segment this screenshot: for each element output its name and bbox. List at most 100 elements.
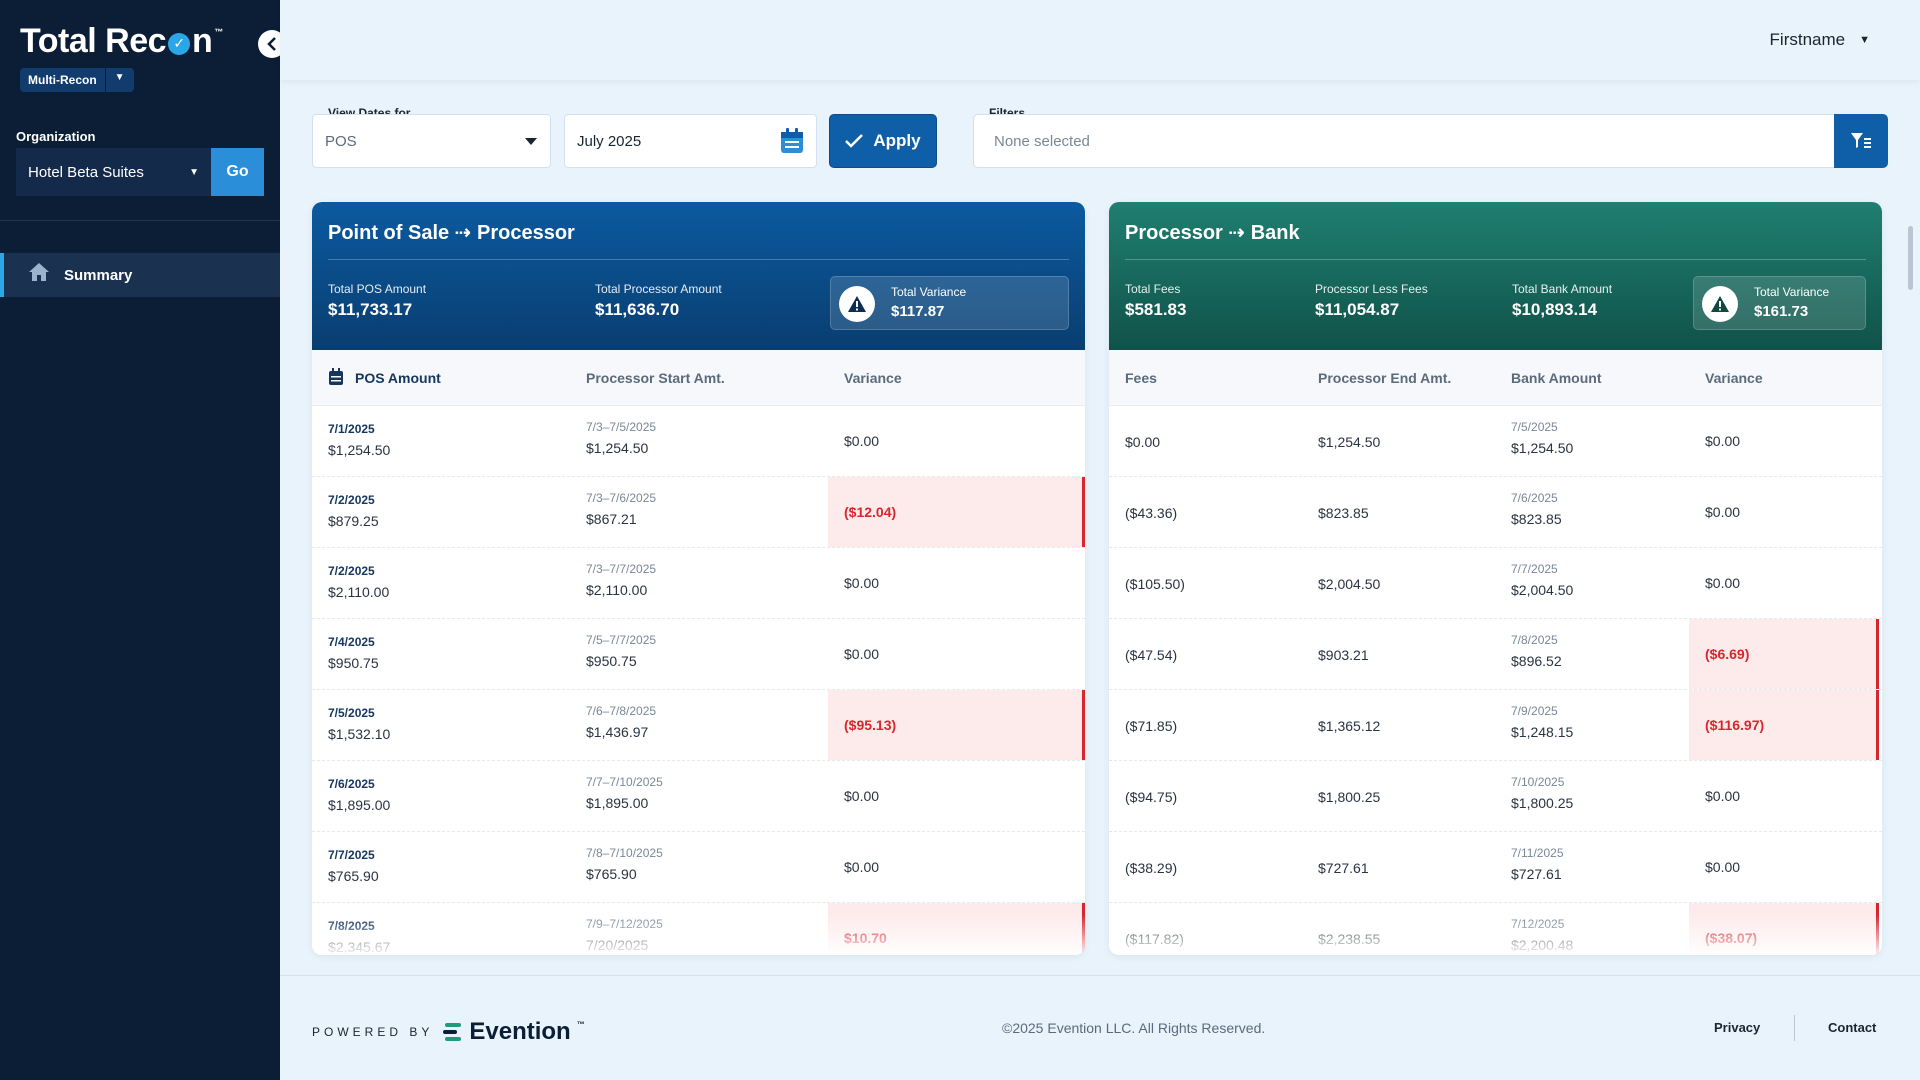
pos-amount-cell: 7/2/2025 $879.25	[328, 493, 379, 529]
table-row[interactable]: ($43.36) $823.85 7/6/2025 $823.85 $0.00	[1109, 477, 1882, 548]
processor-end-cell: $1,254.50	[1318, 434, 1381, 450]
page-scrollbar[interactable]	[1908, 226, 1913, 290]
filters-input[interactable]: None selected	[973, 114, 1835, 168]
stat-value: $11,054.87	[1315, 300, 1400, 319]
processor-end-cell: $823.85	[1318, 505, 1369, 521]
month-picker[interactable]: July 2025	[564, 114, 817, 168]
sidebar-item-summary[interactable]: Summary	[0, 253, 280, 297]
column-header-variance[interactable]: Variance	[1705, 370, 1763, 386]
pos-amount-cell: 7/7/2025 $765.90	[328, 848, 379, 884]
organization-value: Hotel Beta Suites	[28, 163, 144, 181]
contact-link[interactable]: Contact	[1828, 1020, 1877, 1035]
column-header-bank-amount[interactable]: Bank Amount	[1511, 370, 1602, 386]
variance-cell[interactable]: ($12.04)	[828, 477, 1085, 547]
processor-end-cell: $1,800.25	[1318, 789, 1381, 805]
pos-panel-title: Point of Sale ⇢ Processor	[328, 220, 1069, 260]
table-row[interactable]: 7/6/2025 $1,895.00 7/7–7/10/2025 $1,895.00 $…	[312, 761, 1085, 832]
fees-cell: ($71.85)	[1125, 718, 1178, 734]
privacy-link[interactable]: Privacy	[1714, 1020, 1761, 1035]
column-header-processor-end[interactable]: Processor End Amt.	[1318, 370, 1452, 386]
column-header-variance[interactable]: Variance	[844, 370, 902, 386]
organization-select[interactable]: Hotel Beta Suites ▼	[16, 148, 211, 196]
variance-cell: $0.00	[1705, 433, 1741, 449]
fees-cell: ($43.36)	[1125, 505, 1178, 521]
table-row[interactable]: $0.00 $1,254.50 7/5/2025 $1,254.50 $0.00	[1109, 406, 1882, 477]
calendar-icon[interactable]	[780, 128, 804, 154]
scroll-fade	[312, 915, 1085, 955]
table-row[interactable]: 7/2/2025 $2,110.00 7/3–7/7/2025 $2,110.00 $0…	[312, 548, 1085, 619]
processor-dates: 7/3–7/6/2025	[586, 491, 657, 505]
pos-amount-cell: 7/1/2025 $1,254.50	[328, 422, 390, 458]
pos-amount: $2,110.00	[328, 584, 390, 600]
processor-end-cell: $2,004.50	[1318, 576, 1381, 592]
processor-end-cell: $903.21	[1318, 647, 1369, 663]
go-button[interactable]: Go	[211, 148, 264, 196]
table-row[interactable]: ($38.29) $727.61 7/11/2025 $727.61 $0.00	[1109, 832, 1882, 903]
evention-logo[interactable]: Evention ™	[443, 1018, 585, 1046]
caret-down-icon[interactable]: ▼	[114, 72, 125, 83]
pos-amount-cell: 7/2/2025 $2,110.00	[328, 564, 389, 600]
table-row[interactable]: ($71.85) $1,365.12 7/9/2025 $1,248.15 ($116.…	[1109, 690, 1882, 761]
processor-start-cell: 7/3–7/5/2025 $1,254.50	[586, 420, 656, 456]
user-menu[interactable]: Firstname ▼	[1770, 30, 1870, 50]
processor-end-cell: $727.61	[1318, 860, 1369, 876]
apply-button[interactable]: Apply	[829, 114, 937, 168]
total-variance-card[interactable]: Total Variance $161.73	[1693, 276, 1866, 330]
caret-down-icon: ▼	[189, 166, 199, 178]
table-row[interactable]: ($94.75) $1,800.25 7/10/2025 $1,800.25 $0.00	[1109, 761, 1882, 832]
variance-label: Total Variance	[891, 285, 967, 299]
calendar-icon[interactable]	[328, 368, 344, 389]
stat-label: Total POS Amount	[328, 282, 427, 296]
processor-start-cell: 7/5–7/7/2025 $950.75	[586, 633, 656, 669]
column-header-pos-amount[interactable]: POS Amount	[355, 370, 441, 386]
variance-cell: $0.00	[844, 646, 880, 662]
filters-placeholder: None selected	[994, 132, 1090, 150]
processor-amount: $867.21	[586, 511, 637, 527]
stat-value: $11,733.17	[328, 300, 413, 319]
table-row[interactable]: 7/2/2025 $879.25 7/3–7/6/2025 $867.21 ($12.0…	[312, 477, 1085, 548]
organization-label: Organization	[16, 129, 96, 144]
processor-dates: 7/7–7/10/2025	[586, 775, 663, 789]
variance-cell[interactable]: ($6.69)	[1689, 619, 1879, 689]
stat-value: $11,636.70	[595, 300, 680, 319]
table-row[interactable]: 7/1/2025 $1,254.50 7/3–7/5/2025 $1,254.50 $0…	[312, 406, 1085, 477]
mode-selector[interactable]: Multi-Recon ▼	[20, 68, 134, 92]
table-row[interactable]: 7/7/2025 $765.90 7/8–7/10/2025 $765.90 $0.00	[312, 832, 1085, 903]
variance-cell: $0.00	[844, 859, 880, 875]
variance-cell: $0.00	[1705, 504, 1741, 520]
powered-by: POWERED BY Evention ™	[312, 1018, 585, 1046]
bank-table-body: $0.00 $1,254.50 7/5/2025 $1,254.50 $0.00 ($43…	[1109, 406, 1882, 955]
warning-icon	[839, 286, 875, 322]
variance-cell[interactable]: ($95.13)	[828, 690, 1085, 760]
pos-amount: $1,532.10	[328, 726, 391, 742]
processor-start-cell: 7/8–7/10/2025 $765.90	[586, 846, 663, 882]
pos-amount: $1,254.50	[328, 442, 391, 458]
column-header-processor-start[interactable]: Processor Start Amt.	[586, 370, 725, 386]
processor-start-cell: 7/3–7/7/2025 $2,110.00	[586, 562, 656, 598]
filter-menu-button[interactable]	[1834, 114, 1888, 168]
variance-cell: $0.00	[1705, 788, 1741, 804]
table-row[interactable]: 7/4/2025 $950.75 7/5–7/7/2025 $950.75 $0.00	[312, 619, 1085, 690]
pos-amount: $879.25	[328, 513, 379, 529]
column-header-fees[interactable]: Fees	[1125, 370, 1157, 386]
app-logo[interactable]: Total Rec ✓ n ™	[20, 22, 223, 61]
home-icon	[28, 262, 52, 288]
bank-amount-cell: 7/9/2025 $1,248.15	[1511, 704, 1573, 740]
stat-value: $581.83	[1125, 300, 1187, 319]
table-row[interactable]: ($105.50) $2,004.50 7/7/2025 $2,004.50 $0.00	[1109, 548, 1882, 619]
copyright-text: ©2025 Evention LLC. All Rights Reserved.	[1002, 1020, 1266, 1036]
view-dates-select[interactable]: POS	[312, 114, 551, 168]
bank-date: 7/10/2025	[1511, 775, 1565, 789]
variance-cell[interactable]: ($116.97)	[1689, 690, 1879, 760]
total-variance-card[interactable]: Total Variance $117.87	[830, 276, 1069, 330]
powered-by-text: POWERED BY	[312, 1025, 434, 1039]
processor-bank-panel: Processor ⇢ Bank Total Fees $581.83 Proc…	[1109, 202, 1882, 955]
pos-amount: $1,895.00	[328, 797, 391, 813]
chevron-down-icon	[525, 137, 537, 145]
top-bar: Firstname ▼	[280, 0, 1920, 80]
footer-separator	[1794, 1015, 1795, 1041]
total-pos-amount: Total POS Amount $11,733.17	[328, 282, 426, 320]
table-row[interactable]: 7/5/2025 $1,532.10 7/6–7/8/2025 $1,436.97 ($…	[312, 690, 1085, 761]
pos-date: 7/5/2025	[328, 706, 375, 720]
table-row[interactable]: ($47.54) $903.21 7/8/2025 $896.52 ($6.69)	[1109, 619, 1882, 690]
